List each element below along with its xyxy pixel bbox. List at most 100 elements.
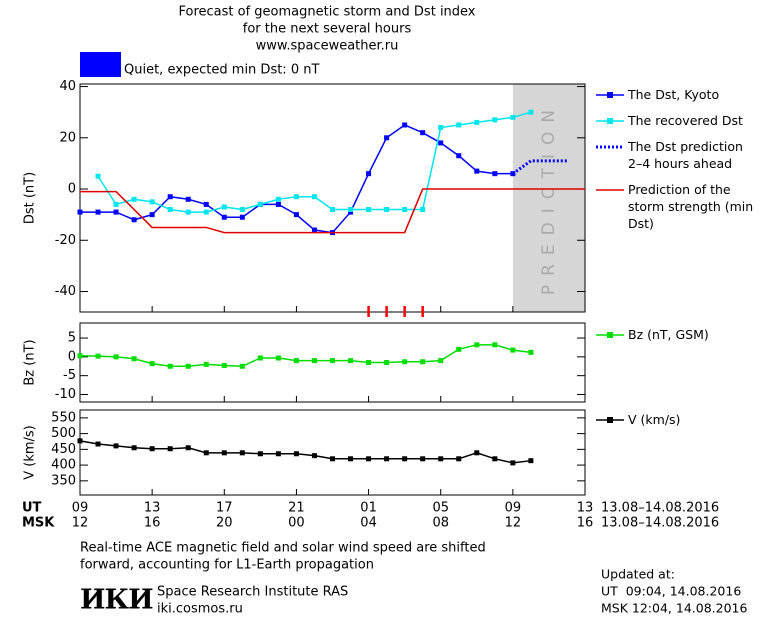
data-point	[131, 445, 137, 451]
status-box	[80, 52, 121, 77]
series-line	[80, 188, 585, 234]
x-tick-label: 09	[505, 501, 522, 516]
prediction-region	[512, 84, 585, 312]
data-point	[167, 446, 173, 452]
data-point	[131, 356, 137, 362]
data-point	[474, 168, 480, 174]
title: www.spaceweather.ru	[256, 39, 399, 54]
data-point	[149, 199, 155, 205]
data-point	[402, 456, 408, 462]
data-point	[348, 209, 354, 215]
data-point	[474, 450, 480, 456]
data-point	[366, 456, 372, 462]
data-point	[330, 207, 335, 213]
website: iki.cosmos.ru	[157, 602, 243, 617]
data-point	[167, 363, 173, 369]
data-point	[221, 204, 227, 210]
data-point	[185, 196, 191, 202]
legend-label: Prediction of the storm strength (min Ds…	[628, 182, 758, 231]
data-point	[311, 227, 317, 233]
legend-marker	[607, 332, 613, 338]
y-tick-label: 20	[59, 130, 76, 145]
data-point	[456, 122, 462, 128]
data-point	[311, 194, 317, 200]
data-point	[330, 456, 335, 462]
data-point	[510, 347, 516, 353]
y-tick-label: 0	[68, 182, 76, 197]
data-point	[257, 451, 263, 457]
data-point	[221, 363, 227, 369]
y-tick-label: -5	[63, 368, 76, 383]
data-point	[185, 445, 191, 451]
y-tick-label: 0	[68, 349, 76, 364]
status-text: Quiet, expected min Dst: 0 nT	[124, 63, 319, 78]
data-point	[221, 450, 227, 456]
legend-marker	[607, 92, 613, 98]
data-point	[384, 207, 390, 213]
data-point	[402, 122, 408, 128]
x-tick-label: 01	[360, 501, 377, 516]
data-point	[77, 438, 83, 444]
data-point	[203, 209, 209, 215]
data-point	[275, 201, 281, 207]
data-point	[348, 358, 354, 364]
series-line	[79, 440, 531, 464]
x-tick-label: 00	[288, 516, 305, 531]
legend-label: The Dst prediction 2–4 hours ahead	[628, 139, 747, 171]
legend-marker	[607, 118, 613, 124]
data-point	[203, 361, 209, 367]
data-point	[113, 443, 119, 449]
y-tick-label: 500	[51, 426, 76, 441]
data-point	[528, 458, 534, 464]
data-point	[510, 460, 516, 466]
data-point	[474, 119, 480, 125]
data-point	[420, 456, 426, 462]
data-point	[239, 207, 245, 213]
data-point	[275, 355, 281, 361]
data-point	[438, 125, 444, 131]
data-point	[95, 209, 101, 215]
title: for the next several hours	[243, 22, 412, 37]
y-tick-label: 550	[51, 410, 76, 425]
title: Forecast of geomagnetic storm and Dst in…	[178, 5, 475, 20]
data-point	[330, 358, 335, 364]
y-tick-label: 400	[51, 458, 76, 473]
data-point	[492, 456, 498, 462]
data-point	[384, 360, 390, 365]
data-point	[293, 212, 299, 218]
institute: Space Research Institute RAS	[157, 585, 348, 600]
data-point	[420, 207, 426, 213]
data-point	[366, 171, 372, 177]
note: forward, accounting for L1-Earth propaga…	[80, 558, 374, 573]
data-point	[293, 358, 299, 364]
logo: ИКИ	[80, 585, 153, 616]
data-point	[167, 194, 173, 200]
data-point	[402, 359, 408, 365]
data-point	[185, 209, 191, 215]
data-point	[492, 171, 498, 177]
data-point	[348, 456, 354, 462]
y-tick-label: -20	[55, 233, 76, 248]
data-point	[221, 214, 227, 220]
data-point	[456, 346, 462, 352]
data-point	[149, 361, 155, 367]
data-point	[456, 456, 462, 462]
x-tick-label: 12	[505, 516, 522, 531]
data-point	[528, 349, 534, 355]
data-point	[239, 450, 245, 456]
x-tick-label: 09	[72, 501, 89, 516]
x-row-label: MSK	[22, 516, 55, 531]
plot-frame	[79, 409, 586, 496]
x-tick-label: 13	[144, 501, 161, 516]
updated: Updated at:	[601, 567, 675, 582]
y-axis-label: Dst (nT)	[23, 172, 38, 224]
data-point	[438, 140, 444, 146]
data-point	[149, 212, 155, 218]
note: Real-time ACE magnetic field and solar w…	[80, 541, 486, 556]
x-tick-label: 16	[577, 516, 594, 531]
data-point	[293, 451, 299, 457]
legend-marker	[607, 417, 613, 423]
x-tick-label: 13	[577, 501, 594, 516]
x-tick-label: 05	[432, 501, 449, 516]
